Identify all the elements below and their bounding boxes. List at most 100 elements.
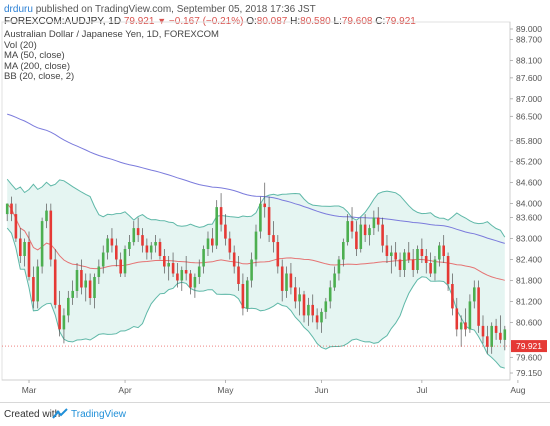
candle-up xyxy=(75,270,79,291)
candle-up xyxy=(307,304,310,316)
y-tick-label: 85.800 xyxy=(516,136,542,146)
candle-down xyxy=(481,325,485,337)
candle-down xyxy=(486,336,489,347)
candle-down xyxy=(241,284,245,309)
candle-down xyxy=(446,256,450,284)
candle-down xyxy=(302,294,306,316)
candle-down xyxy=(158,242,162,256)
legend-bb[interactable]: BB (20, close, 2) xyxy=(4,71,75,82)
bollinger-bands xyxy=(6,178,506,369)
candle-up xyxy=(390,252,393,256)
y-tick-label: 79.600 xyxy=(516,352,542,362)
candle-up xyxy=(359,224,363,249)
x-tick-label: Aug xyxy=(510,385,525,395)
candle-up xyxy=(246,280,249,309)
candle-down xyxy=(32,277,35,302)
created-with-text: Created with xyxy=(4,409,61,420)
legend-vol[interactable]: Vol (20) xyxy=(4,39,37,51)
candle-up xyxy=(368,228,371,236)
bb-lower-line xyxy=(6,227,505,369)
candle-down xyxy=(53,259,57,305)
candle-down xyxy=(145,245,149,253)
candle-down xyxy=(499,332,502,340)
candle-up xyxy=(193,277,197,288)
candle-down xyxy=(136,228,140,236)
candle-up xyxy=(36,266,39,302)
candle-up xyxy=(328,287,332,302)
candle-up xyxy=(206,238,210,249)
down-arrow-icon: ▼ xyxy=(157,16,167,26)
candle-down xyxy=(19,238,22,256)
candle-down xyxy=(355,231,358,250)
y-tick-label: 88.700 xyxy=(516,34,542,44)
y-tick-label: 86.500 xyxy=(516,111,542,121)
x-tick-label: May xyxy=(217,385,234,395)
candle-up xyxy=(93,277,96,298)
candle-up xyxy=(372,217,376,229)
legend-ma200[interactable]: MA (200, close) xyxy=(4,60,70,72)
candle-up xyxy=(23,242,26,256)
y-tick-label: 85.200 xyxy=(516,157,542,167)
candle-up xyxy=(403,252,406,270)
candle-down xyxy=(211,238,214,246)
candle-down xyxy=(237,266,240,284)
candle-up xyxy=(167,263,170,267)
candle-down xyxy=(10,203,13,215)
candle-up xyxy=(154,242,157,246)
candle-up xyxy=(123,249,127,274)
axes: 79.150 79.600 80.600 81.200 81.800 82.400 83.0… xyxy=(2,22,542,395)
candle-down xyxy=(263,203,266,208)
indicator-legend: Australian Dollar / Japanese Yen, 1D, FO… xyxy=(4,29,219,83)
candle-down xyxy=(184,270,188,274)
bb-upper-line xyxy=(6,178,506,238)
candle-down xyxy=(163,256,166,267)
tradingview-brand[interactable]: TradingView xyxy=(71,409,127,420)
candle-up xyxy=(473,287,476,302)
candle-up xyxy=(459,322,463,330)
candle-up xyxy=(149,245,153,253)
author-link[interactable]: drduru xyxy=(4,4,33,15)
candle-down xyxy=(398,259,402,270)
candle-down xyxy=(376,217,380,225)
last-price-tag xyxy=(511,340,547,353)
price-chart[interactable]: 79.921 79.150 79.600 80.600 81.200 81.800 82.… xyxy=(0,0,550,402)
candle-down xyxy=(407,252,411,260)
legend-ma50[interactable]: MA (50, close) xyxy=(4,50,65,61)
candle-up xyxy=(62,315,66,330)
candle-up xyxy=(333,273,336,288)
candle-up xyxy=(215,207,218,246)
candle-down xyxy=(115,245,118,260)
candle-down xyxy=(315,315,319,323)
candle-up xyxy=(468,301,472,330)
candle-down xyxy=(219,207,223,225)
candle-down xyxy=(88,280,92,298)
publish-date: published on TradingView.com, September … xyxy=(35,4,316,15)
y-tick-label: 84.600 xyxy=(516,178,542,188)
candle-up xyxy=(254,231,258,260)
x-tick-label: Jun xyxy=(315,385,329,395)
candle-up xyxy=(101,252,105,267)
candle-up xyxy=(342,242,345,260)
candle-up xyxy=(40,221,44,267)
candles xyxy=(5,182,507,354)
candle-down xyxy=(429,263,432,274)
y-tick-label: 88.100 xyxy=(516,55,542,65)
candle-down xyxy=(385,245,389,256)
candle-up xyxy=(84,280,87,288)
candle-up xyxy=(180,270,184,281)
candle-down xyxy=(455,308,459,330)
candle-up xyxy=(285,273,288,291)
tradingview-logo-icon[interactable] xyxy=(52,408,68,420)
candle-up xyxy=(67,297,70,316)
candle-up xyxy=(106,238,109,253)
candle-down xyxy=(280,266,284,291)
x-tick-label: Jul xyxy=(416,385,427,395)
candle-down xyxy=(141,235,144,246)
candle-up xyxy=(503,329,507,340)
candle-up xyxy=(128,242,131,249)
last-price-line: 79.921 xyxy=(2,340,547,353)
bb-fill xyxy=(7,179,505,369)
y-tick-label: 83.600 xyxy=(516,213,542,223)
last-price-tag-label: 79.921 xyxy=(516,341,542,351)
candle-up xyxy=(416,249,419,270)
